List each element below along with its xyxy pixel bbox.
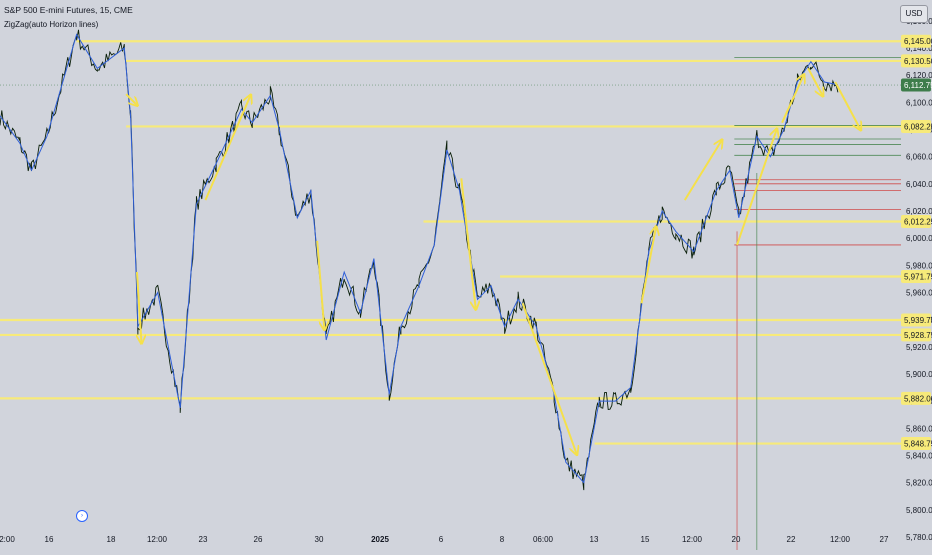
level-label-bg — [901, 54, 931, 68]
zigzag-series — [0, 33, 838, 484]
zigzag-line — [0, 33, 838, 484]
level-price-label: 5,939.75 — [904, 316, 932, 325]
level-price-label: 6,130.50 — [904, 57, 932, 66]
current-price-label: 6,112.75 — [904, 81, 932, 90]
arrow-annotation — [521, 303, 577, 454]
arrow-annotations — [125, 67, 860, 454]
price-line — [0, 29, 839, 491]
arrow-annotation — [125, 93, 137, 105]
tradingview-logo-icon: › — [76, 510, 88, 522]
level-label-bg — [901, 34, 931, 48]
x-tick-label: 18 — [107, 535, 116, 544]
level-price-label: 6,145.00 — [904, 37, 932, 46]
y-tick-label: 6,120.00 — [906, 71, 932, 80]
x-tick-label: 15 — [641, 535, 650, 544]
indicator-label: ZigZag(auto Horizon lines) — [4, 20, 99, 29]
y-tick-label: 5,980.00 — [906, 261, 932, 270]
y-tick-label: 5,960.00 — [906, 288, 932, 297]
x-tick-label: 6 — [439, 535, 444, 544]
y-axis: 6,160.006,140.006,120.006,100.006,080.00… — [901, 17, 932, 542]
level-price-label: 6,012.25 — [904, 218, 932, 227]
y-tick-label: 6,000.00 — [906, 234, 932, 243]
level-price-label: 5,971.75 — [904, 273, 932, 282]
y-tick-label: 6,020.00 — [906, 207, 932, 216]
support-resistance-lines — [0, 57, 901, 550]
x-tick-label: 2025 — [371, 535, 389, 544]
y-tick-label: 6,100.00 — [906, 98, 932, 107]
level-label-bg — [901, 391, 931, 405]
y-tick-label: 5,860.00 — [906, 424, 932, 433]
x-tick-label: 23 — [199, 535, 208, 544]
x-tick-label: 2:00 — [0, 535, 15, 544]
level-label-bg — [901, 215, 931, 229]
x-tick-label: 30 — [315, 535, 324, 544]
arrow-annotation — [204, 96, 250, 201]
x-tick-label: 12:00 — [830, 535, 851, 544]
y-tick-label: 6,040.00 — [906, 180, 932, 189]
x-tick-label: 12:00 — [682, 535, 703, 544]
y-tick-label: 5,920.00 — [906, 343, 932, 352]
arrow-annotation — [460, 178, 475, 308]
level-label-bg — [901, 119, 931, 133]
y-tick-label: 6,140.00 — [906, 44, 932, 53]
arrow-annotation — [683, 140, 722, 201]
level-label-bg — [901, 328, 931, 342]
arrow-annotation — [316, 240, 324, 329]
x-tick-label: 22 — [787, 535, 796, 544]
chart-title: S&P 500 E-mini Futures, 15, CME — [4, 5, 133, 15]
level-label-bg — [901, 270, 931, 284]
y-tick-label: 5,820.00 — [906, 479, 932, 488]
horizontal-levels — [0, 40, 901, 445]
currency-button[interactable]: USD — [900, 5, 928, 23]
x-tick-label: 26 — [254, 535, 263, 544]
price-series — [0, 29, 839, 491]
current-price-bg — [901, 78, 931, 92]
x-tick-label: 06:00 — [533, 535, 554, 544]
x-tick-label: 16 — [45, 535, 54, 544]
x-tick-label: 12:00 — [147, 535, 168, 544]
arrow-annotation — [781, 75, 804, 124]
y-tick-label: 5,800.00 — [906, 506, 932, 515]
level-price-label: 5,848.75 — [904, 440, 932, 449]
level-price-label: 6,082.25 — [904, 122, 932, 131]
x-tick-label: 8 — [500, 535, 505, 544]
level-price-label: 5,928.75 — [904, 331, 932, 340]
arrow-annotation — [640, 227, 656, 304]
y-tick-label: 5,900.00 — [906, 370, 932, 379]
level-label-bg — [901, 437, 931, 451]
x-tick-label: 20 — [732, 535, 741, 544]
arrow-annotation — [834, 81, 860, 130]
arrow-annotation — [807, 67, 822, 95]
level-label-bg — [901, 313, 931, 327]
arrow-annotation — [736, 130, 777, 246]
y-tick-label: 5,840.00 — [906, 451, 932, 460]
y-tick-label: 5,780.00 — [906, 533, 932, 542]
y-tick-label: 6,060.00 — [906, 153, 932, 162]
level-price-label: 5,882.00 — [904, 394, 932, 403]
x-axis: 2:00 16 18 12:00 23 26 30 2025 6 8 06:00 13 15 12:00 2… — [0, 535, 889, 544]
x-tick-label: 27 — [880, 535, 889, 544]
x-tick-label: 13 — [590, 535, 599, 544]
arrow-annotation — [135, 272, 142, 343]
